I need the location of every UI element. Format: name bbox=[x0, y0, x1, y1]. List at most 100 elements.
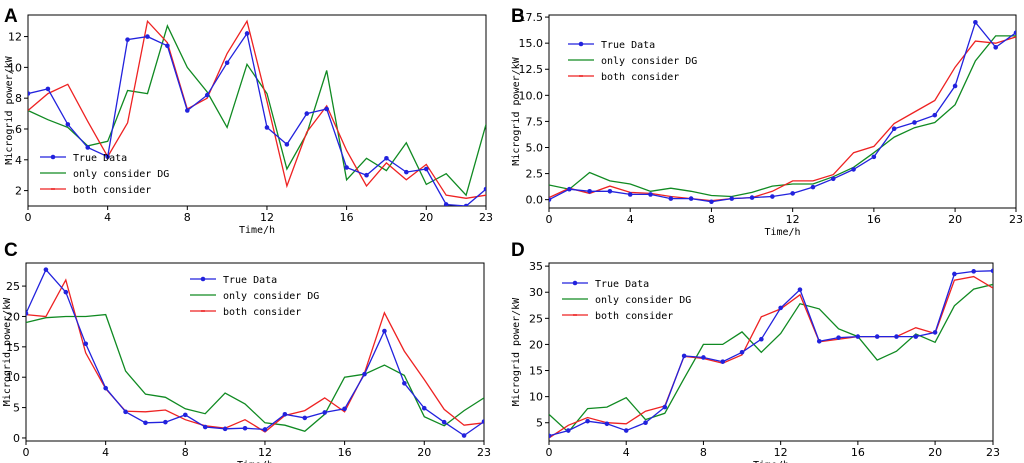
data-point-true-data bbox=[481, 419, 484, 424]
x-tick-label: 23 bbox=[477, 446, 491, 459]
panel-letter: A bbox=[4, 6, 18, 27]
x-tick-label: 4 bbox=[627, 213, 634, 226]
data-point-true-data bbox=[816, 338, 822, 344]
data-point-true-data bbox=[143, 420, 148, 426]
data-point-true-data bbox=[587, 189, 592, 194]
y-tick-label: 20 bbox=[529, 338, 543, 351]
data-point-true-data bbox=[836, 335, 841, 340]
data-point-true-data bbox=[549, 433, 552, 439]
y-tick-label: 5 bbox=[13, 402, 20, 415]
x-tick-label: 16 bbox=[340, 211, 354, 224]
data-point-true-data bbox=[183, 412, 188, 418]
x-axis-label: Time/h bbox=[764, 227, 800, 238]
data-point-true-data bbox=[566, 428, 571, 433]
data-point-true-data bbox=[790, 191, 795, 196]
data-point-true-data bbox=[65, 122, 71, 127]
x-tick-label: 23 bbox=[479, 211, 493, 224]
data-point-true-data bbox=[627, 192, 633, 197]
data-point-true-data bbox=[103, 385, 108, 391]
data-point-true-data bbox=[993, 45, 998, 50]
y-tick-label: 15 bbox=[6, 341, 20, 354]
data-point-true-data bbox=[668, 196, 674, 201]
data-point-true-data bbox=[163, 419, 168, 425]
data-point-true-data bbox=[202, 424, 208, 430]
y-tick-label: 0.0 bbox=[526, 194, 544, 207]
y-axis-label: Microgrid power/kW bbox=[511, 297, 522, 406]
data-point-true-data bbox=[971, 269, 976, 274]
legend-label: only consider DG bbox=[601, 56, 697, 67]
legend-label: True Data bbox=[595, 279, 649, 290]
data-point-true-data bbox=[749, 195, 755, 200]
y-tick-label: 10 bbox=[8, 61, 22, 74]
series-line-both-consider bbox=[549, 275, 993, 439]
x-tick-label: 12 bbox=[260, 211, 274, 224]
x-tick-label: 8 bbox=[708, 213, 715, 226]
legend: True Data only consider DG both consider bbox=[190, 275, 319, 318]
data-point-true-data bbox=[688, 196, 694, 201]
legend-label: only consider DG bbox=[223, 291, 319, 302]
plot-frame bbox=[25, 262, 485, 442]
y-tick-label: 5.0 bbox=[526, 141, 544, 154]
data-point-true-data bbox=[643, 420, 648, 426]
y-tick-label: 10.0 bbox=[519, 89, 544, 102]
legend: True Data only consider DG both consider bbox=[40, 153, 169, 196]
data-point-true-data bbox=[567, 186, 572, 192]
x-tick-label: 8 bbox=[182, 446, 189, 459]
y-tick-label: 15.0 bbox=[519, 37, 544, 50]
data-point-true-data bbox=[709, 199, 714, 205]
x-tick-label: 16 bbox=[851, 446, 865, 459]
x-tick-label: 12 bbox=[774, 446, 788, 459]
x-axis-label: Time/h bbox=[753, 460, 789, 463]
x-tick-label: 0 bbox=[23, 446, 30, 459]
data-point-true-data bbox=[729, 196, 735, 201]
x-tick-label: 20 bbox=[417, 446, 431, 459]
series-line-only-consider-dg bbox=[26, 313, 484, 433]
y-axis-label: Microgrid power/kW bbox=[511, 56, 522, 165]
data-point-true-data bbox=[607, 189, 613, 194]
legend-marker bbox=[50, 154, 56, 160]
data-point-true-data bbox=[720, 359, 726, 364]
data-point-true-data bbox=[797, 287, 803, 292]
data-point-true-data bbox=[423, 166, 429, 172]
data-point-true-data bbox=[952, 271, 957, 277]
panel-b: B 0 4 8 12 16 20 23 0.0 2.5 5.0 7.5 10.0 12.5 15.0 17.5… bbox=[511, 6, 1023, 238]
data-point-true-data bbox=[421, 405, 427, 411]
data-point-true-data bbox=[145, 34, 150, 39]
data-point-true-data bbox=[224, 60, 230, 66]
series-line-both-consider bbox=[28, 19, 486, 199]
x-tick-label: 4 bbox=[623, 446, 630, 459]
panel-letter: C bbox=[4, 240, 18, 261]
data-point-true-data bbox=[125, 37, 130, 42]
x-tick-label: 4 bbox=[102, 446, 109, 459]
y-tick-label: 0 bbox=[13, 432, 20, 445]
data-point-true-data bbox=[45, 86, 51, 92]
x-tick-label: 16 bbox=[867, 213, 881, 226]
data-point-true-data bbox=[83, 341, 89, 347]
data-point-true-data bbox=[402, 380, 407, 386]
data-point-true-data bbox=[344, 165, 349, 170]
y-tick-label: 2 bbox=[15, 185, 22, 198]
data-point-true-data bbox=[912, 120, 917, 125]
data-point-true-data bbox=[855, 334, 861, 339]
x-tick-label: 0 bbox=[25, 211, 32, 224]
series-line-true-data bbox=[549, 270, 993, 437]
data-point-true-data bbox=[384, 155, 389, 161]
legend-label: only consider DG bbox=[595, 295, 691, 306]
y-axis-label: Microgrid power/kW bbox=[4, 55, 15, 164]
data-point-true-data bbox=[322, 410, 327, 415]
y-tick-label: 8 bbox=[15, 92, 22, 105]
data-point-true-data bbox=[242, 425, 248, 431]
x-tick-label: 12 bbox=[786, 213, 800, 226]
data-point-true-data bbox=[26, 311, 29, 316]
data-point-true-data bbox=[123, 409, 128, 415]
data-point-true-data bbox=[382, 328, 387, 334]
data-point-true-data bbox=[63, 289, 69, 295]
data-point-true-data bbox=[585, 418, 590, 424]
x-tick-label: 0 bbox=[546, 446, 553, 459]
data-point-true-data bbox=[1013, 30, 1016, 36]
y-axis-label: Microgrid power/kW bbox=[2, 297, 13, 406]
data-point-true-data bbox=[461, 433, 467, 438]
y-tick-label: 6 bbox=[15, 123, 22, 136]
legend-label: True Data bbox=[223, 275, 277, 286]
panel-letter: B bbox=[511, 6, 525, 27]
